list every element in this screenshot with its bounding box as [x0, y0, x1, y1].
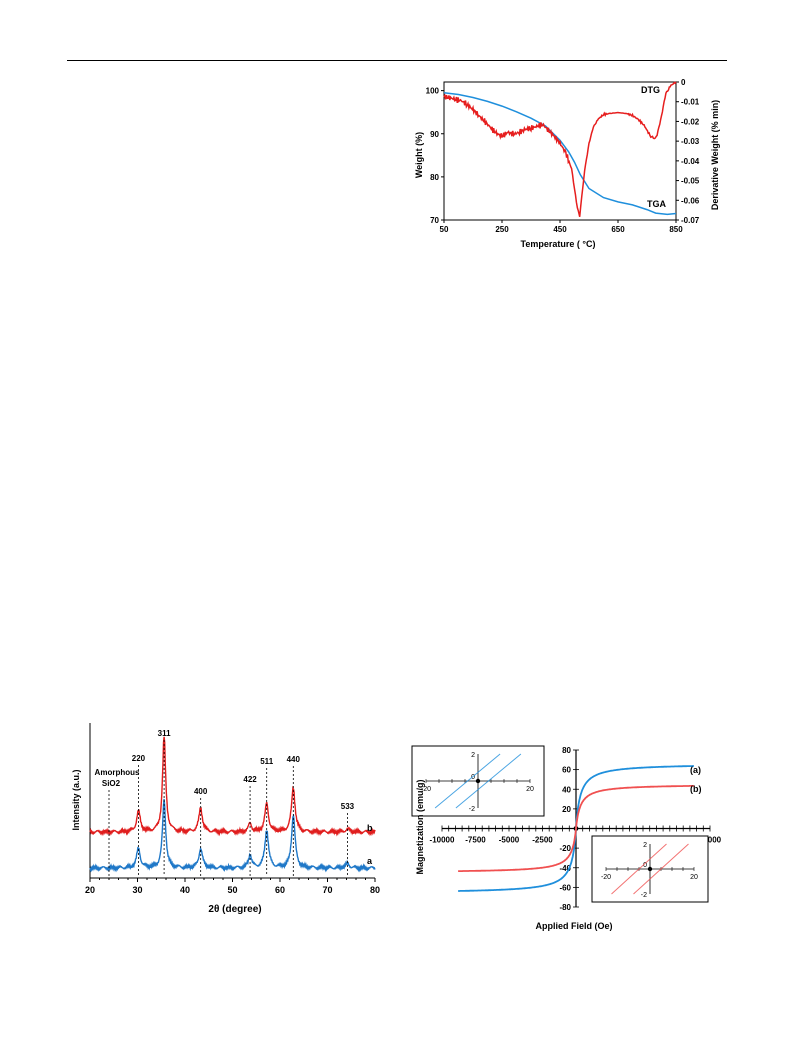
xrd-amorphous-label: Amorphous — [95, 768, 140, 777]
vsm-y-tick-label: -40 — [559, 864, 571, 873]
tga-plot-frame — [443, 81, 677, 221]
xrd-x-tick-label: 40 — [180, 885, 190, 895]
tga-y-tick-label: 70 — [430, 216, 439, 225]
vsm-y-tick-label: -20 — [559, 844, 571, 853]
vsm-inset-y-tick-label: 2 — [643, 842, 647, 849]
tga-x-tick-label: 450 — [553, 225, 567, 234]
vsm-inset-y-tick-label: 0 — [643, 862, 647, 869]
vsm-x-tick-label: -5000 — [499, 836, 520, 845]
vsm-series-line-b — [458, 785, 694, 872]
tga-y-tick-label: 80 — [430, 173, 439, 182]
vsm-inset-origin-dot — [647, 866, 653, 872]
xrd-x-tick-label: 70 — [322, 885, 332, 895]
tga-x-tick-label: 50 — [440, 225, 449, 234]
vsm-series-a-label: (a) — [690, 765, 701, 775]
tga-y-axis-label: Weight (%) — [414, 132, 424, 178]
vsm-y-tick-label: 80 — [562, 746, 571, 755]
tga-series-line-dtg — [443, 81, 677, 217]
vsm-x-axis-label: Applied Field (Oe) — [535, 921, 612, 931]
xrd-peak-label: 400 — [194, 787, 208, 796]
tga-y2-tick-label: 0 — [681, 78, 686, 87]
xrd-x-tick-label: 30 — [132, 885, 142, 895]
tga-x-tick-label: 650 — [611, 225, 625, 234]
xrd-peak-label: 511 — [260, 757, 273, 766]
xrd-peak-label: 440 — [287, 755, 301, 764]
vsm-chart: -10000-7500-5000-250025005000750010000-8… — [411, 745, 722, 931]
vsm-inset-origin-dot — [475, 778, 481, 784]
xrd-peak-label: 533 — [341, 802, 355, 811]
xrd-x-axis-label: 2θ (degree) — [208, 904, 261, 915]
vsm-y-tick-label: 60 — [562, 766, 571, 775]
xrd-series-a-label: a — [367, 856, 373, 866]
vsm-x-tick-label: 10000 — [699, 836, 722, 845]
vsm-y-tick-label: -80 — [559, 903, 571, 912]
tga-series-label: TGA — [647, 199, 666, 209]
vsm-inset-x-tick-label: 20 — [526, 786, 534, 793]
xrd-peak-label: 311 — [158, 729, 171, 738]
tga-dtg-series-label: DTG — [641, 85, 660, 95]
tga-y2-tick-label: -0.07 — [681, 216, 700, 225]
xrd-peak-label: 422 — [243, 775, 257, 784]
tga-y2-tick-label: -0.05 — [681, 177, 700, 186]
vsm-y-tick-label: 40 — [562, 785, 571, 794]
tga-x-axis-label: Temperature ( °C) — [521, 239, 596, 249]
vsm-inset-x-tick-label: -20 — [421, 786, 431, 793]
vsm-x-tick-label: -2500 — [532, 836, 553, 845]
tga-y-tick-label: 90 — [430, 130, 439, 139]
vsm-y-tick-label: -60 — [559, 883, 571, 892]
tga-series-line-tga — [443, 92, 677, 216]
tga-y2-tick-label: -0.06 — [681, 196, 700, 205]
xrd-y-axis-label: Intensity (a.u.) — [71, 769, 81, 830]
vsm-x-tick-label: -10000 — [430, 836, 455, 845]
xrd-series-b-label: b — [367, 823, 373, 833]
vsm-inset-y-tick-label: 0 — [471, 774, 475, 781]
vsm-y-tick-label: 20 — [562, 805, 571, 814]
vsm-inset-y-tick-label: 2 — [471, 752, 475, 759]
xrd-series-line-a — [89, 798, 376, 873]
vsm-inset-loop-branch — [611, 843, 667, 895]
vsm-inset-x-tick-label: 20 — [690, 874, 698, 881]
tga-y2-axis-label: Derivative Weight (% min) — [710, 100, 720, 210]
xrd-series-line-b — [89, 736, 376, 837]
tga-x-tick-label: 850 — [669, 225, 683, 234]
tga-y2-tick-label: -0.02 — [681, 117, 700, 126]
vsm-y-axis-label: Magnetization (emu/g) — [415, 780, 425, 875]
xrd-x-tick-label: 50 — [227, 885, 237, 895]
vsm-inset-x-tick-label: -20 — [601, 874, 611, 881]
page-header-rule — [67, 60, 727, 61]
vsm-inset-loop-branch — [455, 753, 522, 809]
tga-x-tick-label: 250 — [495, 225, 509, 234]
tga-y2-tick-label: -0.01 — [681, 98, 700, 107]
vsm-inset-loop-branch — [434, 753, 501, 809]
vsm-series-b-label: (b) — [690, 784, 702, 794]
xrd-x-tick-label: 20 — [85, 885, 95, 895]
xrd-x-tick-label: 60 — [275, 885, 285, 895]
xrd-peak-label: 220 — [132, 754, 146, 763]
xrd-x-tick-label: 80 — [370, 885, 380, 895]
xrd-amorphous-label-sio2: SiO2 — [102, 779, 121, 788]
vsm-x-tick-label: -7500 — [465, 836, 486, 845]
tga-y2-tick-label: -0.03 — [681, 137, 700, 146]
vsm-inset-y-tick-label: -2 — [469, 806, 475, 813]
tga-y2-tick-label: -0.04 — [681, 157, 700, 166]
tga-dtg-chart: 50 250 450 650 850 70 80 90 100 0 -0.01 -0.02 -0.03 -… — [414, 78, 720, 249]
tga-y-tick-label: 100 — [426, 87, 440, 96]
vsm-inset-y-tick-label: -2 — [641, 892, 647, 899]
vsm-inset-loop-branch — [633, 843, 689, 895]
